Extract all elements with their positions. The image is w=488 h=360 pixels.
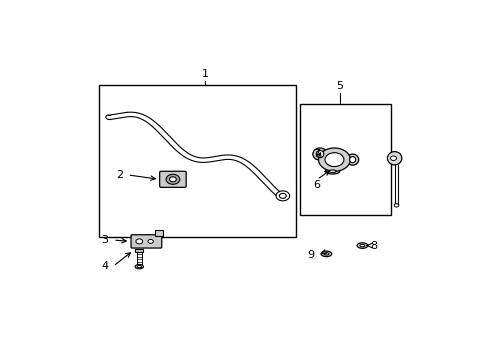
Ellipse shape <box>356 243 367 248</box>
Text: 1: 1 <box>201 69 208 79</box>
Text: 9: 9 <box>307 250 314 260</box>
Ellipse shape <box>325 168 339 174</box>
Bar <box>299 104 390 215</box>
FancyBboxPatch shape <box>131 235 162 248</box>
Text: 3: 3 <box>101 235 108 245</box>
Bar <box>135 249 143 252</box>
Text: 8: 8 <box>369 240 377 251</box>
Circle shape <box>325 153 343 167</box>
Text: 5: 5 <box>335 81 343 91</box>
Ellipse shape <box>323 253 328 255</box>
Ellipse shape <box>346 154 358 165</box>
Bar <box>155 230 163 236</box>
Text: 2: 2 <box>116 170 123 180</box>
Ellipse shape <box>328 170 336 172</box>
Ellipse shape <box>386 152 401 165</box>
Circle shape <box>279 193 285 198</box>
Circle shape <box>275 191 289 201</box>
Ellipse shape <box>321 251 331 257</box>
Ellipse shape <box>389 156 396 161</box>
Ellipse shape <box>359 244 364 247</box>
Circle shape <box>318 148 349 171</box>
FancyBboxPatch shape <box>159 171 186 187</box>
Text: 6: 6 <box>313 180 320 190</box>
Circle shape <box>166 174 180 184</box>
Ellipse shape <box>137 266 141 268</box>
Circle shape <box>148 239 153 243</box>
Ellipse shape <box>349 157 355 163</box>
Text: 7: 7 <box>312 149 319 159</box>
Bar <box>99 85 296 237</box>
Ellipse shape <box>312 148 326 160</box>
Circle shape <box>136 239 142 244</box>
Circle shape <box>169 177 176 182</box>
Text: 4: 4 <box>101 261 108 271</box>
Ellipse shape <box>135 264 143 269</box>
Circle shape <box>393 204 398 207</box>
Ellipse shape <box>316 150 323 158</box>
